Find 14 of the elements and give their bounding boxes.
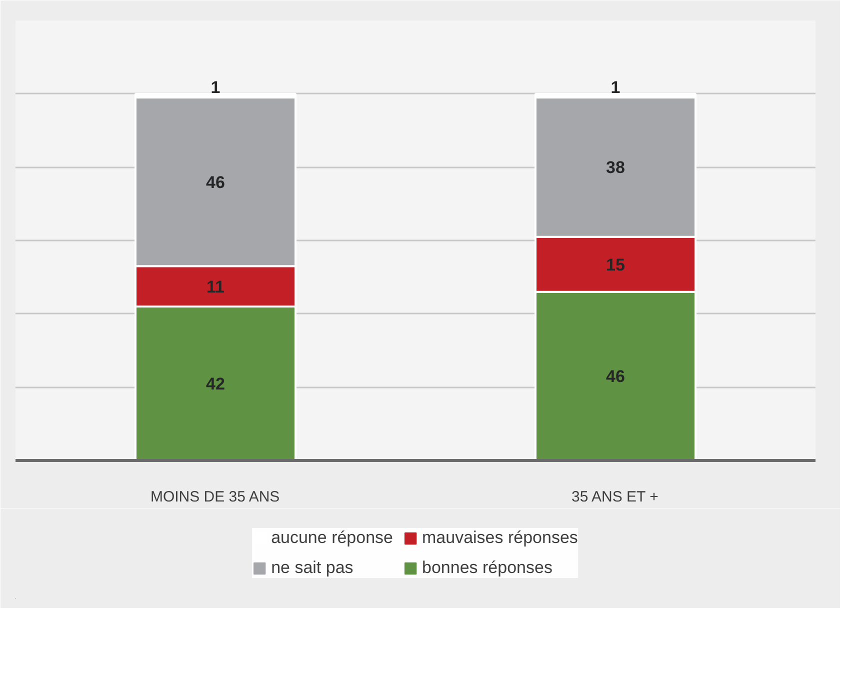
- data-label: 42: [206, 374, 225, 394]
- legend-label: bonnes réponses: [422, 558, 552, 578]
- data-label: 46: [606, 367, 625, 386]
- x-tick-label: 35 ANS ET +: [572, 488, 659, 506]
- text: aucune réponse: [271, 528, 394, 548]
- data-label: 11: [206, 277, 224, 296]
- data-label: 15: [606, 255, 625, 274]
- data-label: 46: [206, 172, 225, 192]
- data-label: 1: [610, 78, 620, 97]
- legend-label: mauvaises réponses: [422, 528, 578, 548]
- x-tick-label: MOINS DE 35 ANS: [150, 488, 280, 506]
- legend-label: ne sait pas: [271, 558, 354, 578]
- data-label: 38: [606, 158, 625, 178]
- data-label: 1: [210, 78, 220, 97]
